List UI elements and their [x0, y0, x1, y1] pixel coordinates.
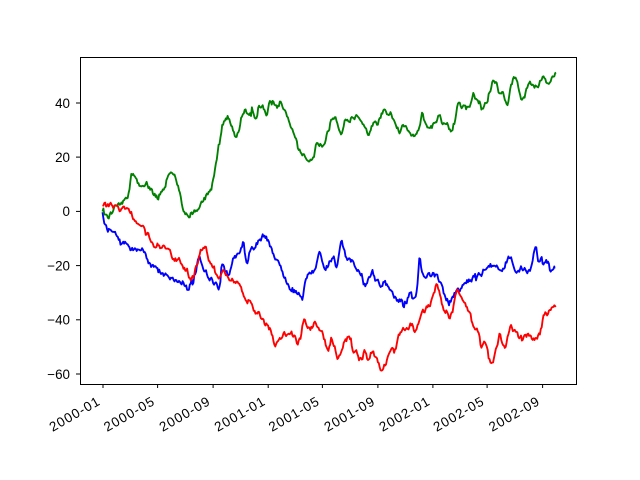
svg-text:−20: −20 [47, 258, 70, 273]
svg-text:−60: −60 [47, 367, 70, 382]
svg-text:20: 20 [55, 150, 70, 165]
svg-text:−40: −40 [47, 313, 70, 328]
svg-text:0: 0 [63, 204, 70, 219]
svg-text:40: 40 [55, 96, 70, 111]
